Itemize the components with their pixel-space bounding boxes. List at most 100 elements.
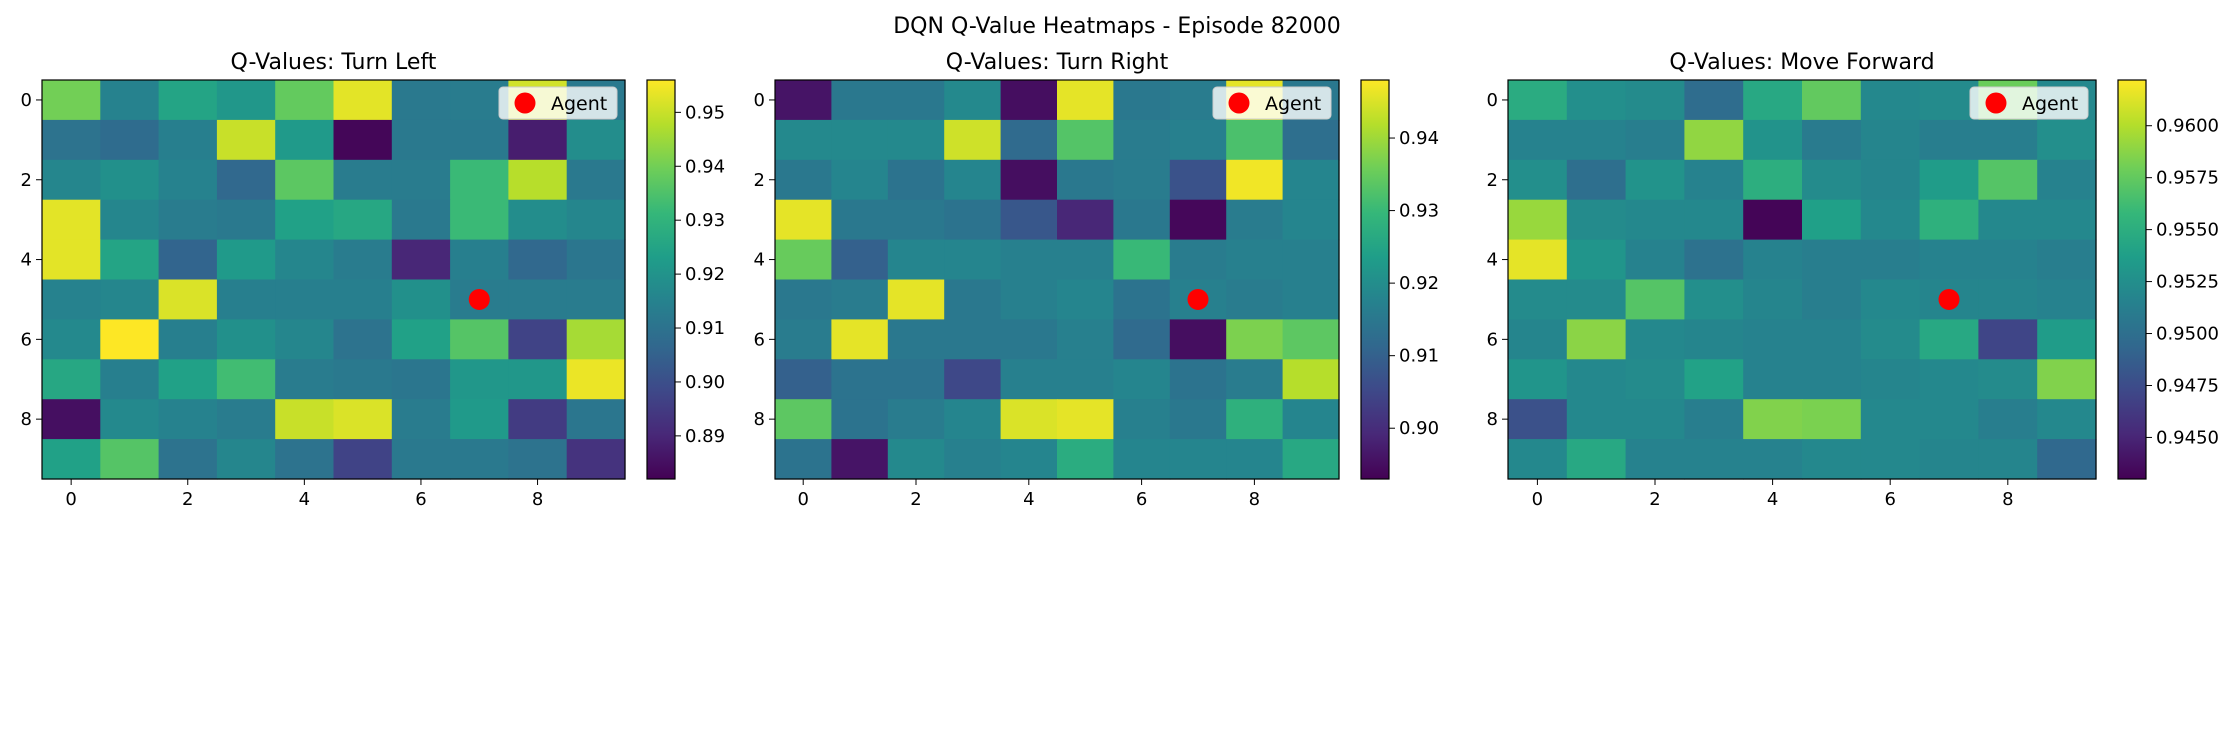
heatmap-cell-r6-c8 bbox=[1226, 319, 1284, 360]
heatmap-cell-r2-c0 bbox=[1508, 159, 1568, 201]
heatmap-cell-r8-c8 bbox=[508, 399, 568, 440]
heatmap-cell-r9-c1 bbox=[1566, 439, 1627, 480]
heatmap-cell-r0-c2 bbox=[1625, 80, 1685, 121]
heatmap-cell-r4-c2 bbox=[1625, 239, 1685, 281]
heatmap-cell-r5-c8 bbox=[1226, 279, 1284, 320]
heatmap-cell-r2-c5 bbox=[1802, 159, 1862, 201]
heatmap-cell-r0-c0 bbox=[42, 80, 101, 121]
legend-label: Agent bbox=[1265, 93, 1321, 115]
heatmap-cells bbox=[42, 80, 626, 480]
heatmap-cell-r4-c1 bbox=[100, 239, 160, 281]
heatmap-cell-r3-c6 bbox=[391, 199, 451, 241]
heatmap-cell-r2-c9 bbox=[2037, 159, 2097, 201]
heatmap-cell-r6-c5 bbox=[333, 319, 393, 360]
heatmap-cell-r5-c0 bbox=[42, 279, 101, 320]
heatmap-cell-r7-c4 bbox=[1000, 359, 1058, 400]
heatmap-cell-r2-c4 bbox=[1743, 159, 1803, 201]
heatmap-cell-r1-c9 bbox=[1282, 119, 1340, 161]
heatmap-cell-r8-c2 bbox=[158, 399, 218, 440]
heatmap-cell-r7-c5 bbox=[333, 359, 393, 400]
heatmap-cell-r9-c3 bbox=[216, 439, 276, 480]
heatmap-cell-r3-c7 bbox=[1169, 199, 1227, 241]
agent-marker bbox=[1187, 288, 1209, 310]
heatmap-cell-r8-c4 bbox=[1743, 399, 1803, 440]
heatmap-cell-r5-c6 bbox=[391, 279, 451, 320]
heatmap-cell-r5-c4 bbox=[1000, 279, 1058, 320]
heatmap-cell-r9-c4 bbox=[1743, 439, 1803, 480]
heatmap-cell-r9-c9 bbox=[566, 439, 626, 480]
heatmap-cell-r7-c7 bbox=[1919, 359, 1979, 400]
heatmap-cell-r7-c2 bbox=[1625, 359, 1685, 400]
heatmap-cell-r1-c1 bbox=[100, 119, 160, 161]
heatmap-cell-r5-c8 bbox=[1978, 279, 2038, 320]
y-tick-label: 0 bbox=[1487, 90, 1498, 111]
heatmap-cell-r7-c3 bbox=[944, 359, 1002, 400]
plot-frame bbox=[41, 79, 626, 480]
heatmap-cell-r3-c2 bbox=[1625, 199, 1685, 241]
heatmap-cell-r6-c9 bbox=[566, 319, 626, 360]
heatmap-cell-r2-c8 bbox=[1978, 159, 2038, 201]
heatmap-cell-r8-c8 bbox=[1978, 399, 2038, 440]
y-tick-label: 0 bbox=[754, 90, 765, 111]
heatmap-cell-r9-c5 bbox=[1057, 439, 1114, 480]
heatmap-cell-r1-c0 bbox=[42, 119, 101, 161]
heatmap-cell-r6-c5 bbox=[1057, 319, 1114, 360]
y-tick-label: 8 bbox=[1487, 409, 1498, 430]
heatmap-cell-r1-c9 bbox=[566, 119, 626, 161]
heatmap-cell-r2-c2 bbox=[887, 159, 945, 201]
heatmap-cell-r6-c4 bbox=[1743, 319, 1803, 360]
heatmap-cell-r0-c3 bbox=[216, 80, 276, 121]
y-tick-label: 4 bbox=[21, 250, 32, 271]
heatmap-cell-r4-c0 bbox=[1508, 239, 1568, 281]
heatmap-cell-r3-c6 bbox=[1860, 199, 1921, 241]
heatmap-cell-r5-c2 bbox=[1625, 279, 1685, 320]
heatmap-cell-r9-c6 bbox=[1860, 439, 1921, 480]
y-tick-label: 0 bbox=[21, 90, 32, 111]
heatmap-cell-r1-c5 bbox=[1057, 119, 1114, 161]
heatmap-cell-r6-c5 bbox=[1802, 319, 1862, 360]
heatmap-cell-r9-c4 bbox=[275, 439, 335, 480]
heatmap-cell-r0-c1 bbox=[100, 80, 160, 121]
colorbar-tick-label: 0.89 bbox=[685, 426, 725, 447]
heatmap-cell-r9-c9 bbox=[1282, 439, 1340, 480]
heatmap-cell-r0-c2 bbox=[158, 80, 218, 121]
heatmap-cell-r3-c4 bbox=[1743, 199, 1803, 241]
heatmap-cell-r4-c8 bbox=[1978, 239, 2038, 281]
heatmap-cell-r4-c3 bbox=[216, 239, 276, 281]
x-tick-label: 8 bbox=[2002, 489, 2013, 510]
colorbar: 0.89 0.90 0.91 0.92 0.93 0.94 0.95 bbox=[646, 79, 725, 480]
heatmap-cell-r4-c1 bbox=[1566, 239, 1627, 281]
heatmap-cell-r5-c9 bbox=[2037, 279, 2097, 320]
legend: Agent bbox=[1212, 86, 1332, 120]
heatmap-cell-r7-c9 bbox=[566, 359, 626, 400]
heatmap-cell-r1-c8 bbox=[1978, 119, 2038, 161]
heatmap-cell-r5-c4 bbox=[275, 279, 335, 320]
heatmap-cell-r7-c1 bbox=[1566, 359, 1627, 400]
colorbar-tick-label: 0.90 bbox=[1399, 418, 1439, 439]
heatmap-cell-r4-c4 bbox=[1743, 239, 1803, 281]
panel-title: Q-Values: Turn Right bbox=[946, 50, 1169, 75]
heatmap-cell-r3-c5 bbox=[1802, 199, 1862, 241]
y-tick-label: 2 bbox=[21, 170, 32, 191]
x-tick-label: 4 bbox=[1767, 489, 1778, 510]
heatmap-cell-r3-c8 bbox=[1226, 199, 1284, 241]
y-tick-label: 2 bbox=[1487, 170, 1498, 191]
heatmap-cell-r8-c1 bbox=[1566, 399, 1627, 440]
heatmap-cell-r9-c0 bbox=[42, 439, 101, 480]
heatmap-cell-r7-c5 bbox=[1057, 359, 1114, 400]
heatmap-cell-r4-c2 bbox=[887, 239, 945, 281]
heatmap-cell-r1-c2 bbox=[887, 119, 945, 161]
heatmap-cell-r4-c7 bbox=[1169, 239, 1227, 281]
heatmap-cell-r4-c5 bbox=[1057, 239, 1114, 281]
x-tick-label: 4 bbox=[299, 489, 310, 510]
x-tick-label: 0 bbox=[797, 489, 808, 510]
heatmap-cell-r6-c3 bbox=[1684, 319, 1744, 360]
heatmap-cell-r2-c2 bbox=[1625, 159, 1685, 201]
heatmap-cell-r3-c7 bbox=[450, 199, 509, 241]
heatmap-cell-r7-c1 bbox=[100, 359, 160, 400]
heatmap-cell-r6-c6 bbox=[1113, 319, 1171, 360]
colorbar-gradient bbox=[1360, 79, 1390, 480]
heatmap-cell-r9-c1 bbox=[100, 439, 160, 480]
figure-suptitle: DQN Q-Value Heatmaps - Episode 82000 bbox=[893, 14, 1341, 39]
